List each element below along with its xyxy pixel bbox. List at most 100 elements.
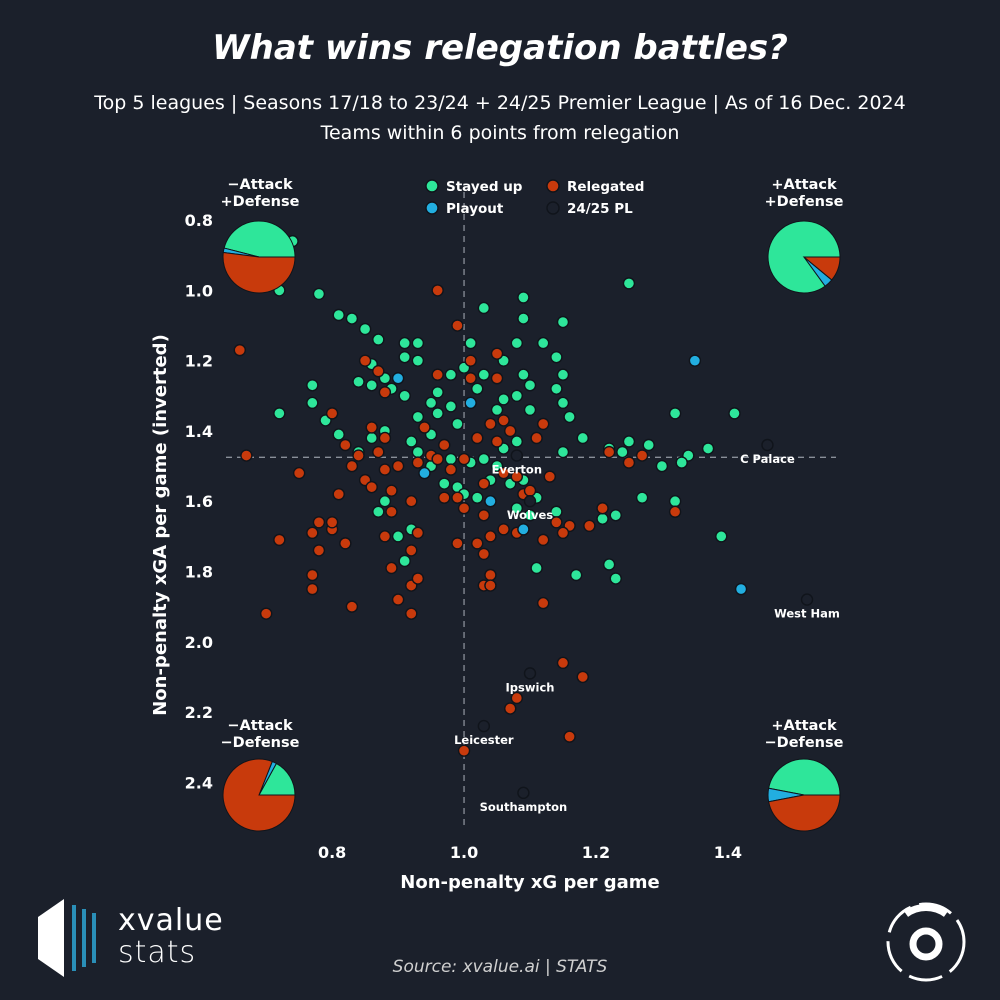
x-tick-label: 0.8 [318,843,346,862]
stayed-up-point [510,435,524,448]
legend-marker [546,179,560,193]
stayed-up-point [675,456,688,469]
relegated-point [622,456,636,469]
y-tick-label: 2.0 [185,633,213,652]
relegated-point [372,365,385,378]
relegated-point [332,487,345,501]
relegated-point [339,537,352,550]
stayed-up-point [536,336,550,350]
stayed-up-point [391,530,405,543]
pl-2425-point [477,719,491,733]
stayed-up-point [451,417,464,431]
stayed-up-point [312,287,326,301]
relegated-point [556,526,570,540]
stayed-up-point [510,336,524,350]
relegated-point [451,537,464,550]
relegated-point [306,568,319,582]
relegated-point [339,438,352,452]
relegated-point [411,526,425,540]
logo-text-xvalue: xvalue [118,903,224,938]
stayed-up-point [655,459,669,473]
relegated-point [484,579,497,592]
relegated-point [504,702,517,715]
y-tick-label: 1.4 [185,422,213,441]
y-tick-label: 1.2 [185,352,213,371]
source-note: Source: xvalue.ai | STATS [392,957,608,977]
relegated-point [451,319,464,332]
y-tick-label: 2.2 [185,703,213,722]
relegated-point [418,421,431,434]
quadrant-label: −Defense [221,735,300,751]
relegated-point [325,407,339,420]
relegated-point [405,544,418,557]
stayed-up-point [306,396,319,410]
stayed-up-point [556,445,570,459]
legend-marker [425,201,439,215]
stayed-up-point [398,554,411,568]
stayed-up-point [372,505,385,518]
relegated-point [411,572,425,585]
stayed-up-point [609,572,622,585]
relegated-point [312,516,326,529]
y-tick-label: 1.6 [185,492,213,511]
relegated-point [259,607,273,620]
relegated-point [391,593,405,606]
relegated-point [292,466,306,480]
relegated-point [431,284,444,297]
stayed-up-point [701,442,715,455]
relegated-point [484,568,497,582]
legend-marker [425,179,439,193]
stayed-up-point [273,407,286,420]
team-label: Ipswich [506,680,555,694]
stayed-up-point [444,452,458,466]
stayed-up-point [556,315,570,329]
quadrant-label: +Attack [771,177,837,193]
stayed-up-point [411,354,425,367]
relegated-point [550,516,563,529]
relegated-point [471,537,484,550]
quadrant-label: −Defense [765,735,844,751]
team-label: West Ham [774,607,840,621]
relegated-point [530,431,543,445]
stayed-up-point [411,445,425,459]
relegated-point [240,449,253,462]
relegated-point [378,386,392,399]
relegated-point [352,449,365,462]
pie-slice-stayed-up [223,220,296,258]
relegated-point [345,459,359,473]
stayed-up-point [569,568,583,582]
stayed-up-point [471,382,484,395]
x-tick-label: 1.2 [582,843,610,862]
legend-marker [546,201,560,215]
quadrant-label: −Attack [227,718,293,734]
relegated-point [273,533,286,547]
stayed-up-point [497,393,510,406]
stayed-up-point [477,452,491,466]
relegated-point [385,484,398,497]
relegated-point [490,435,504,448]
team-label: Wolves [507,508,553,522]
stayed-up-point [332,308,345,322]
pl-2425-point [800,593,814,606]
stayed-up-point [464,336,477,350]
pl-2425-point [523,667,537,680]
quadrant-label: +Defense [765,194,844,210]
relegated-point [497,523,510,536]
relegated-point [306,526,319,540]
y-tick-label: 0.8 [185,211,213,230]
stayed-up-point [438,477,451,490]
stayed-up-point [668,407,682,420]
relegated-point [438,491,451,504]
relegated-point [365,480,378,494]
relegated-point [306,582,319,596]
stayed-up-point [345,312,359,325]
relegated-point [497,414,510,427]
stayed-up-point [365,431,378,445]
legend-label: Playout [446,201,504,217]
stayed-up-point [635,491,649,504]
stayed-up-point [556,396,570,410]
relegated-point [477,509,491,522]
stayed-up-point [609,509,622,522]
chart-subtitle-line1: Top 5 leagues | Seasons 17/18 to 23/24 +… [94,92,906,114]
playout-point [517,523,530,536]
